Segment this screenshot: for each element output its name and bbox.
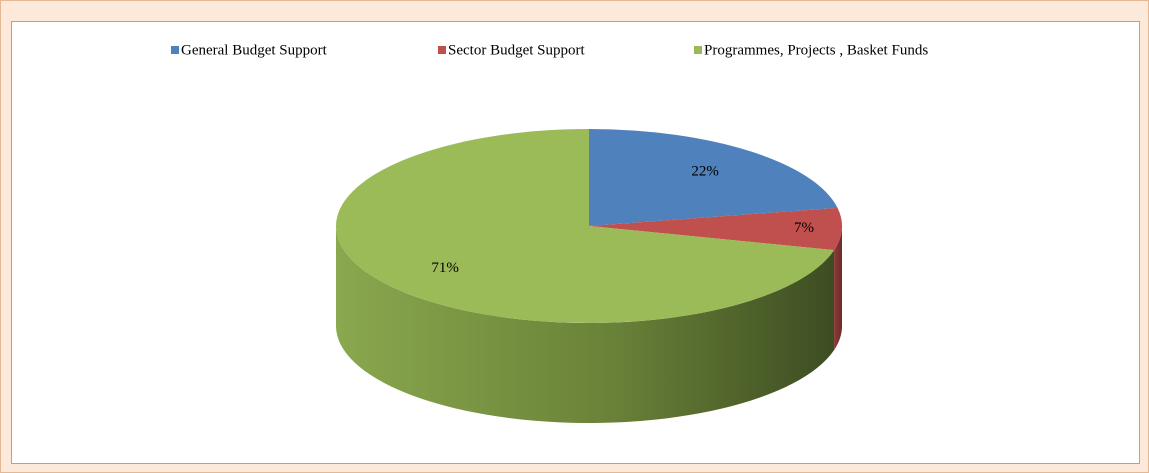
pie-slice xyxy=(335,129,835,323)
legend-swatch xyxy=(438,46,446,54)
pie-slice-side xyxy=(834,226,842,351)
legend-swatch xyxy=(171,46,179,54)
chart: General Budget Support Sector Budget Supp… xyxy=(11,21,1140,464)
legend-label: Sector Budget Support xyxy=(448,42,585,58)
pie-slice-side xyxy=(336,226,835,423)
pie-slice xyxy=(589,207,843,251)
legend-swatch xyxy=(694,46,702,54)
pie-slice xyxy=(589,129,838,226)
data-label: 22% xyxy=(691,164,719,180)
legend-label: Programmes, Projects , Basket Funds xyxy=(704,42,928,58)
chart-border xyxy=(11,21,1140,464)
data-label: 71% xyxy=(431,260,459,276)
legend-label: General Budget Support xyxy=(181,42,328,58)
data-label: 7% xyxy=(794,220,814,236)
